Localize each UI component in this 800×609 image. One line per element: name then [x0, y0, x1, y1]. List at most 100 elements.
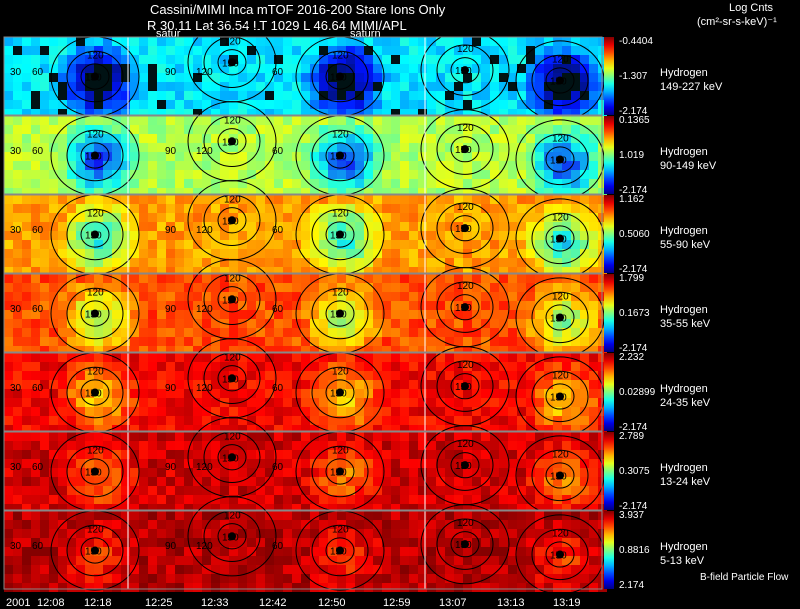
colorbar	[604, 353, 614, 431]
colorbar-mid: 0.02899	[619, 387, 656, 398]
contour-label: 150	[455, 382, 472, 393]
contour-label: 150	[85, 73, 102, 84]
colorbar	[604, 511, 614, 589]
contour-label: 150	[550, 550, 567, 561]
species-label: Hydrogen	[660, 541, 708, 553]
contour-label: 120	[87, 209, 104, 220]
contour-label: 150	[85, 389, 102, 400]
time-tick-label: 12:08	[37, 597, 65, 609]
contour-label: 120	[87, 446, 104, 457]
contour-label: 150	[85, 468, 102, 479]
contour-label: 60	[272, 304, 284, 315]
colorbar	[604, 116, 614, 194]
contour-label: 120	[87, 130, 104, 141]
contour-label: 120	[552, 528, 569, 539]
colorbar-units-title: Log Cnts	[728, 2, 774, 14]
contour-label: 30	[10, 146, 22, 157]
colorbar-min: -2.174	[619, 185, 648, 196]
energy-range-label: 5-13 keV	[660, 555, 705, 567]
colorbar-max: 0.1365	[619, 115, 650, 126]
contour-label: 120	[196, 67, 213, 78]
contour-label: 120	[552, 212, 569, 223]
time-tick-label: 12:42	[259, 597, 287, 609]
contour-label: 60	[272, 383, 284, 394]
time-tick-label: 2001	[6, 597, 31, 609]
contour-label: 120	[457, 281, 474, 292]
contour-label: 150	[455, 540, 472, 551]
contour-label: 120	[224, 510, 241, 521]
colorbar-min: -2.174	[619, 422, 648, 433]
contour-label: 60	[32, 225, 44, 236]
colorbar	[604, 37, 614, 115]
contour-label: 150	[222, 58, 239, 69]
contour-label: 120	[196, 541, 213, 552]
contour-label: 120	[224, 194, 241, 205]
colorbar-max: 3.937	[619, 510, 644, 521]
heatmap-panel: 150 120 150 120 150 120 150 120 150 120 30 60 90 120 6…	[3, 259, 607, 358]
contour-label: 60	[32, 383, 44, 394]
contour-label: 150	[222, 216, 239, 227]
contour-label: 150	[222, 532, 239, 543]
contour-label: 150	[330, 310, 347, 321]
time-tick-label: 13:13	[497, 597, 525, 609]
contour-label: 150	[455, 66, 472, 77]
colorbar-units: (cm²-sr-s-keV)⁻¹	[697, 16, 777, 28]
contour-label: 120	[332, 209, 349, 220]
contour-label: 90	[165, 462, 177, 473]
contour-label: 60	[32, 541, 44, 552]
contour-label: 120	[457, 518, 474, 529]
contour-label: 60	[272, 541, 284, 552]
contour-label: 120	[332, 367, 349, 378]
contour-label: 120	[332, 288, 349, 299]
contour-label: 60	[32, 462, 44, 473]
species-label: Hydrogen	[660, 383, 708, 395]
contour-label: 60	[32, 146, 44, 157]
plot-title: Cassini/MIMI Inca mTOF 2016-200 Stare Io…	[150, 2, 446, 17]
colorbar-min: -2.174	[619, 501, 648, 512]
energy-range-label: 90-149 keV	[660, 160, 717, 172]
contour-label: 150	[550, 392, 567, 403]
contour-label: 120	[224, 36, 241, 47]
contour-label: 120	[332, 51, 349, 62]
colorbar-mid: 0.8816	[619, 545, 650, 556]
contour-label: 90	[165, 67, 177, 78]
species-label: Hydrogen	[660, 462, 708, 474]
contour-label: 30	[10, 462, 22, 473]
colorbar-mid: 0.5060	[619, 229, 650, 240]
time-tick-label: 12:59	[383, 597, 411, 609]
colorbar-min: -2.174	[619, 106, 648, 117]
contour-label: 120	[87, 367, 104, 378]
contour-label: 150	[85, 547, 102, 558]
contour-label: 150	[330, 547, 347, 558]
heatmap-panel: 150 120 150 120 150 120 150 120 150 120 30 60 90 120 6…	[3, 338, 607, 437]
bfield-legend: B-field Particle Flow	[700, 572, 789, 583]
contour-label: 150	[455, 461, 472, 472]
colorbar-max: 1.162	[619, 194, 644, 205]
contour-label: 150	[85, 152, 102, 163]
contour-label: 30	[10, 67, 22, 78]
contour-label: 60	[272, 462, 284, 473]
contour-label: 120	[224, 115, 241, 126]
contour-label: 30	[10, 541, 22, 552]
contour-label: 150	[330, 73, 347, 84]
contour-label: 120	[457, 123, 474, 134]
contour-label: 150	[222, 374, 239, 385]
species-label: Hydrogen	[660, 304, 708, 316]
species-label: Hydrogen	[660, 146, 708, 158]
contour-label: 150	[455, 145, 472, 156]
contour-label: 120	[196, 462, 213, 473]
colorbar-min: 2.174	[619, 580, 644, 591]
time-tick-label: 13:07	[439, 597, 467, 609]
time-tick-label: 12:33	[201, 597, 229, 609]
contour-label: 120	[552, 291, 569, 302]
contour-label: 120	[332, 525, 349, 536]
energy-range-label: 149-227 keV	[660, 81, 723, 93]
colorbar-max: 2.232	[619, 352, 644, 363]
colorbar-min: -2.174	[619, 343, 648, 354]
contour-label: 150	[85, 310, 102, 321]
contour-label: 120	[552, 54, 569, 65]
time-tick-label: 12:25	[145, 597, 173, 609]
colorbar-mid: -1.307	[619, 71, 648, 82]
contour-label: 150	[455, 303, 472, 314]
